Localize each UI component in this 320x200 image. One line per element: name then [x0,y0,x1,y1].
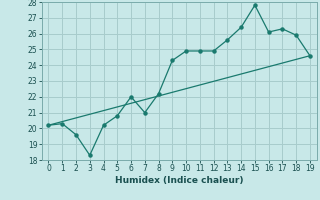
X-axis label: Humidex (Indice chaleur): Humidex (Indice chaleur) [115,176,244,185]
